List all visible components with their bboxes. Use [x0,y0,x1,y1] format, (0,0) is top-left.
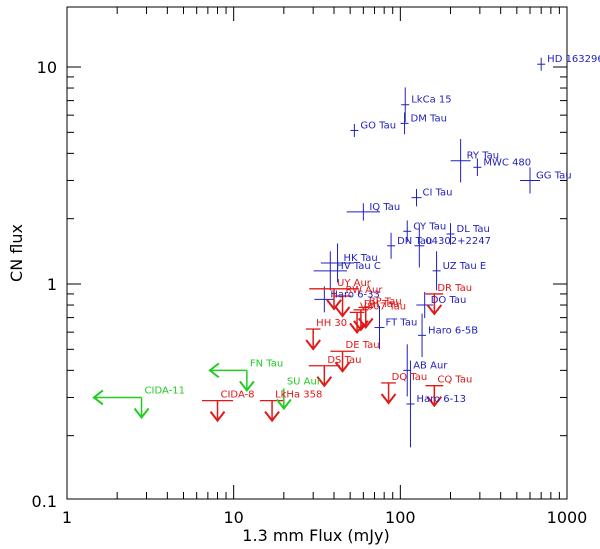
y-tick-label: 0.1 [32,492,57,511]
upper-limit-label: RW Aur [346,285,384,296]
detection-label: Haro 6-33 [330,289,380,300]
detection-label: GG Tau [536,170,572,181]
detection-label: HV Tau C [336,261,381,272]
detection-label: AB Aur [413,360,448,371]
upper-limit-label: DS Tau [327,355,361,366]
limit-left-arrowhead [92,389,104,406]
upper-limit-label: UY Aur [337,278,372,289]
limit-arrowhead [133,407,150,420]
y-axis-label: CN flux [7,224,26,282]
limit-arrowhead [264,411,280,423]
detection-label: 04302+2247 [425,236,491,247]
limit-arrowhead [209,411,226,423]
detection-label: GO Tau [360,120,396,131]
limit-arrowhead [334,306,351,318]
detection-label: UZ Tau E [443,261,487,272]
detection-label: FT Tau [386,318,418,329]
x-tick-label: 1 [62,508,72,527]
upper-limit-label: FN Tau [250,358,283,369]
upper-limit-label: LkHa 358 [275,390,322,401]
detection-label: RY Tau [467,151,500,162]
upper-limit-label: DH Tau [364,299,399,310]
detection-label: MWC 480 [483,157,531,168]
y-tick-label: 10 [37,58,57,77]
detection-label: HD 163296 [547,54,600,65]
upper-limit-label: CIDA-11 [145,385,185,396]
detection-label: Haro 6-5B [428,325,478,336]
detection-label: DN Tau [397,236,432,247]
tick-labels: 1 10 100 1000 0.1 1 10 [32,58,588,527]
x-tick-label: 10 [223,508,243,527]
detection-label: HK Tau [344,253,378,264]
upper-limit-label: SU Aur [287,376,322,387]
x-axis-label: 1.3 mm Flux (mJy) [242,526,389,545]
upper-limit-label: DR Tau [437,283,472,294]
detection-label: DM Tau [411,113,447,124]
limit-arrowhead [305,339,321,351]
limit-left-arrowhead [208,362,220,379]
limit-arrowhead [316,376,333,388]
limit-arrowhead [326,299,342,311]
upper-limit-label: BP Tau [369,296,402,307]
detection-label: DO Tau [431,295,467,306]
upper-limit-label: DQ Tau [392,372,428,383]
limit-arrowhead [426,396,443,408]
y-tick-label: 1 [47,275,57,294]
upper-limit-label: V807 Tau [360,301,406,312]
detection-label: LkCa 15 [411,95,451,106]
limit-arrowhead [426,304,443,316]
detection-label: CY Tau [413,221,446,232]
detection-label: IQ Tau [369,202,400,213]
detection-label: Haro 6-13 [416,394,466,405]
upper-limit-label: CIDA-8 [221,390,255,401]
detection-label: DL Tau [457,224,490,235]
x-tick-label: 100 [385,508,416,527]
limit-arrowhead [276,398,292,411]
limit-arrowhead [380,393,397,405]
x-tick-label: 1000 [547,508,588,527]
upper-limit-label: CQ Tau [437,375,472,386]
plot-frame [66,6,568,500]
limit-arrowhead [353,320,369,332]
axis-ticks [66,7,567,499]
data-marks [92,57,546,448]
limit-arrowhead [239,380,255,392]
detection-label: CI Tau [422,188,452,199]
limit-arrowhead [349,322,365,335]
upper-limit-label: HH 30 [316,318,347,329]
upper-limit-label: DE Tau [346,340,380,351]
